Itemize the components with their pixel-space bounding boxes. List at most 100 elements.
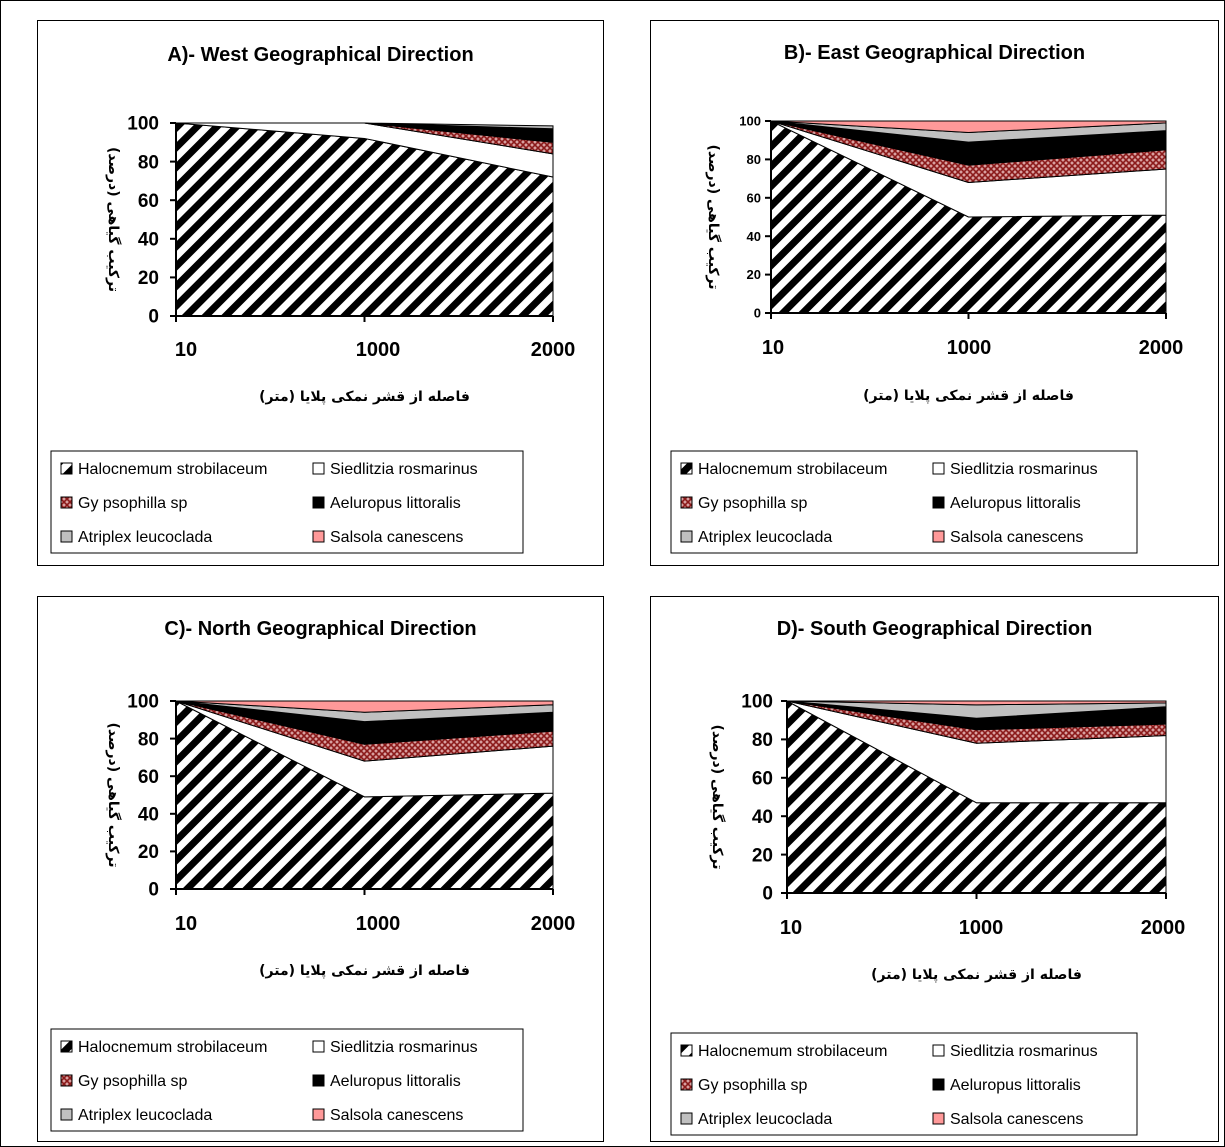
legend-label: Salsola canescens bbox=[330, 1107, 463, 1124]
legend-label: Siedlitzia rosmarinus bbox=[330, 461, 478, 478]
x-tick-label: 2000 bbox=[531, 339, 576, 361]
y-tick-label: 40 bbox=[138, 804, 159, 825]
chart-panel-4: D)- South Geographical Direction 0 20 40 60 8… bbox=[650, 596, 1219, 1142]
y-tick-label: 0 bbox=[754, 306, 761, 321]
x-tick-label: 10 bbox=[175, 913, 197, 935]
legend-swatch bbox=[932, 1078, 945, 1091]
area-series-6 bbox=[175, 700, 554, 713]
legend-label: Halocnemum strobilaceum bbox=[78, 461, 267, 478]
y-tick-label: 0 bbox=[762, 884, 773, 905]
legend-swatch bbox=[680, 1078, 693, 1091]
area-series-6 bbox=[786, 700, 1167, 706]
legend-label: Siedlitzia rosmarinus bbox=[950, 461, 1098, 478]
legend-label: Atriplex leucoclada bbox=[698, 1111, 832, 1128]
area-series-6 bbox=[770, 120, 1167, 134]
y-axis-label: ترکیب گیاهی (درصد) bbox=[709, 724, 726, 869]
x-tick-label: 1000 bbox=[959, 917, 1004, 939]
legend-swatch bbox=[312, 496, 325, 509]
legend-label: Gy psophilla sp bbox=[78, 1073, 187, 1090]
chart-title: D)- South Geographical Direction bbox=[777, 618, 1093, 640]
legend-swatch bbox=[932, 1112, 945, 1125]
x-tick-label: 1000 bbox=[356, 913, 401, 935]
y-tick-label: 60 bbox=[752, 768, 773, 789]
legend-label: Gy psophilla sp bbox=[698, 1077, 807, 1094]
x-axis-label: فاصله از قشر نمکی پلایا (متر) bbox=[871, 967, 1082, 983]
legend-label: Atriplex leucoclada bbox=[78, 529, 212, 546]
chart-svg: D)- South Geographical Direction 0 20 40 60 8… bbox=[670, 618, 1186, 1136]
legend-label: Halocnemum strobilaceum bbox=[78, 1039, 267, 1056]
x-axis-label: فاصله از قشر نمکی پلایا (متر) bbox=[863, 388, 1074, 404]
y-axis-label: ترکیب گیاهی (درصد) bbox=[105, 722, 122, 867]
legend-swatch bbox=[312, 1108, 325, 1121]
y-tick-label: 20 bbox=[747, 267, 761, 282]
legend-swatch bbox=[312, 530, 325, 543]
x-tick-label: 10 bbox=[175, 339, 197, 361]
legend-swatch bbox=[312, 1040, 325, 1053]
x-tick-label: 10 bbox=[780, 917, 802, 939]
x-tick-label: 1000 bbox=[947, 337, 992, 359]
legend-label: Gy psophilla sp bbox=[698, 495, 807, 512]
legend-box bbox=[50, 1028, 524, 1132]
legend-swatch bbox=[932, 530, 945, 543]
legend-label: Siedlitzia rosmarinus bbox=[330, 1039, 478, 1056]
x-axis-label: فاصله از قشر نمکی پلایا (متر) bbox=[259, 389, 470, 405]
legend-swatch bbox=[680, 1044, 693, 1057]
y-tick-label: 0 bbox=[148, 880, 159, 901]
y-axis-label: ترکیب گیاهی (درصد) bbox=[105, 147, 122, 292]
legend-swatch bbox=[932, 496, 945, 509]
y-tick-label: 20 bbox=[752, 845, 773, 866]
y-tick-label: 80 bbox=[747, 152, 761, 167]
y-axis-label: ترکیب گیاهی (درصد) bbox=[705, 144, 722, 289]
y-tick-label: 100 bbox=[739, 114, 761, 129]
legend-label: Halocnemum strobilaceum bbox=[698, 461, 887, 478]
chart-svg: B)- East Geographical Direction 0 20 40 60 80… bbox=[670, 42, 1183, 554]
chart-panel-2: B)- East Geographical Direction 0 20 40 60 80… bbox=[650, 20, 1219, 566]
legend-label: Aeluropus littoralis bbox=[950, 495, 1081, 512]
legend-box bbox=[670, 1032, 1138, 1136]
legend-swatch bbox=[680, 462, 693, 475]
legend-label: Salsola canescens bbox=[330, 529, 463, 546]
legend-box bbox=[670, 450, 1138, 554]
y-tick-label: 0 bbox=[148, 307, 159, 328]
legend-swatch bbox=[680, 496, 693, 509]
x-tick-label: 2000 bbox=[531, 913, 576, 935]
legend-swatch bbox=[312, 1074, 325, 1087]
legend-swatch bbox=[60, 530, 73, 543]
legend-swatch bbox=[680, 1112, 693, 1125]
chart-svg: C)- North Geographical Direction 0 20 40 60 8… bbox=[50, 618, 576, 1132]
legend-swatch bbox=[932, 462, 945, 475]
chart-svg: A)- West Geographical Direction 0 20 40 60 80… bbox=[50, 44, 576, 554]
legend-label: Salsola canescens bbox=[950, 529, 1083, 546]
legend-label: Aeluropus littoralis bbox=[330, 1073, 461, 1090]
y-tick-label: 100 bbox=[741, 692, 773, 713]
y-tick-label: 60 bbox=[138, 767, 159, 788]
x-tick-label: 1000 bbox=[356, 339, 401, 361]
y-tick-label: 20 bbox=[138, 842, 159, 863]
y-tick-label: 60 bbox=[747, 190, 761, 205]
legend-label: Aeluropus littoralis bbox=[330, 495, 461, 512]
area-series-5 bbox=[176, 122, 554, 130]
legend-label: Atriplex leucoclada bbox=[698, 529, 832, 546]
legend-label: Halocnemum strobilaceum bbox=[698, 1043, 887, 1060]
y-tick-label: 100 bbox=[127, 114, 159, 135]
legend-box bbox=[50, 450, 524, 554]
legend-swatch bbox=[60, 1108, 73, 1121]
chart-title: B)- East Geographical Direction bbox=[784, 42, 1085, 64]
chart-panel-3: C)- North Geographical Direction 0 20 40 60 8… bbox=[37, 596, 604, 1142]
y-tick-label: 80 bbox=[752, 730, 773, 751]
y-tick-label: 40 bbox=[747, 229, 761, 244]
legend-label: Gy psophilla sp bbox=[78, 495, 187, 512]
y-tick-label: 40 bbox=[752, 807, 773, 828]
x-tick-label: 2000 bbox=[1141, 917, 1186, 939]
chart-title: C)- North Geographical Direction bbox=[164, 618, 476, 640]
legend-label: Salsola canescens bbox=[950, 1111, 1083, 1128]
legend-label: Atriplex leucoclada bbox=[78, 1107, 212, 1124]
legend-label: Aeluropus littoralis bbox=[950, 1077, 1081, 1094]
x-axis-label: فاصله از قشر نمکی پلایا (متر) bbox=[259, 963, 470, 979]
legend-swatch bbox=[60, 1040, 73, 1053]
legend-swatch bbox=[60, 1074, 73, 1087]
legend-swatch bbox=[60, 462, 73, 475]
chart-panel-1: A)- West Geographical Direction 0 20 40 60 80… bbox=[37, 20, 604, 566]
legend-swatch bbox=[312, 462, 325, 475]
y-tick-label: 100 bbox=[127, 692, 159, 713]
